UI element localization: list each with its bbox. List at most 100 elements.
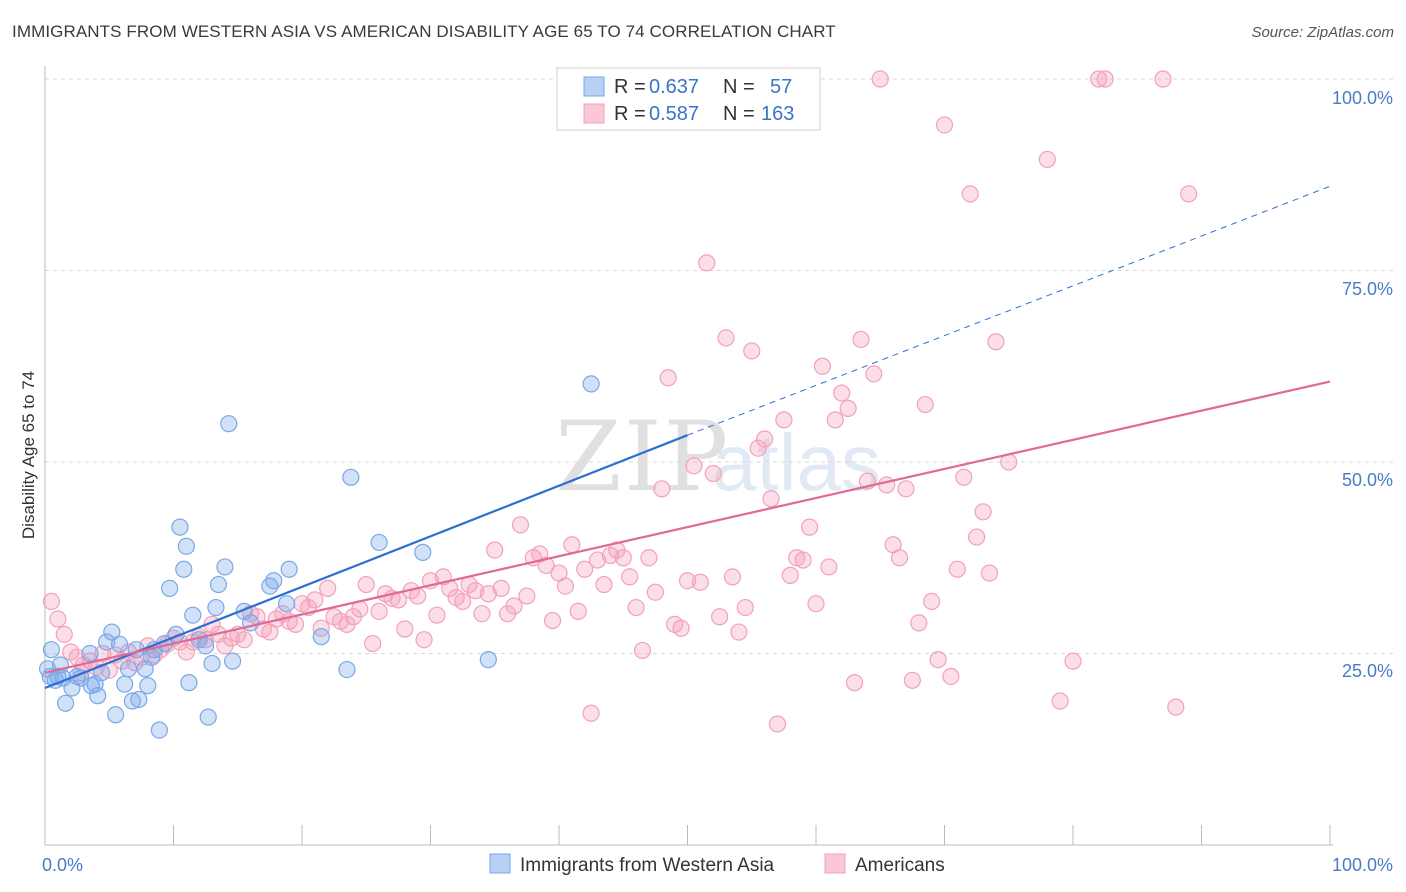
- data-point: [691, 573, 709, 591]
- gridlines: [45, 78, 1395, 654]
- legend-r-label-2: R =: [614, 103, 646, 125]
- data-point: [1154, 70, 1172, 88]
- data-point: [209, 575, 228, 594]
- data-point: [1167, 698, 1185, 716]
- chart-title: IMMIGRANTS FROM WESTERN ASIA VS AMERICAN…: [12, 22, 836, 41]
- data-point: [633, 641, 652, 660]
- data-point: [123, 692, 141, 710]
- legend-swatch-immigrants: [583, 76, 605, 97]
- data-point: [342, 468, 360, 486]
- data-point: [621, 568, 639, 586]
- data-point: [878, 476, 896, 494]
- data-point: [518, 587, 536, 605]
- data-point: [197, 637, 215, 655]
- y-tick-100: 100.0%: [1332, 88, 1393, 108]
- data-point: [486, 541, 504, 559]
- data-point: [942, 667, 960, 686]
- y-axis-label: Disability Age 65 to 74: [19, 371, 38, 539]
- data-point: [110, 635, 129, 653]
- data-point: [685, 457, 703, 475]
- data-point: [1096, 70, 1114, 88]
- data-point: [56, 694, 75, 712]
- data-point: [736, 598, 754, 617]
- data-point: [640, 549, 658, 567]
- data-point: [479, 651, 497, 669]
- data-point: [730, 623, 748, 641]
- data-point: [653, 480, 671, 498]
- data-point: [987, 333, 1005, 351]
- legend-r-value-1: 0.637: [649, 76, 699, 98]
- data-point: [556, 577, 575, 595]
- legend: R = 0.637 N = 57 R = 0.587 N = 163: [556, 67, 821, 131]
- data-point: [42, 592, 61, 611]
- data-point: [180, 674, 198, 692]
- immigrants-points: [38, 375, 600, 739]
- americans-points: [42, 70, 1198, 733]
- bottom-legend: Immigrants from Western Asia Americans: [489, 853, 945, 876]
- data-point: [175, 560, 193, 578]
- bottom-legend-swatch-immigrants: [489, 853, 511, 874]
- data-point: [505, 597, 523, 615]
- trend-line-immigrants-extension: [687, 185, 1331, 436]
- data-point: [277, 595, 296, 613]
- legend-r-value-2: 0.587: [649, 103, 699, 125]
- data-point: [768, 715, 787, 733]
- data-point: [150, 721, 168, 739]
- data-point: [974, 503, 992, 521]
- data-point: [916, 395, 934, 414]
- source-label: Source: ZipAtlas.com: [1251, 24, 1394, 41]
- axes: [44, 66, 1333, 846]
- data-point: [865, 365, 883, 383]
- data-point: [781, 566, 799, 584]
- data-point: [177, 537, 195, 555]
- bottom-legend-swatch-americans: [824, 853, 846, 874]
- data-point: [755, 430, 774, 448]
- y-tick-25: 25.0%: [1342, 661, 1393, 681]
- data-point: [704, 464, 722, 483]
- data-point: [698, 254, 716, 272]
- data-point: [794, 551, 812, 569]
- data-point: [224, 652, 242, 670]
- data-point: [306, 591, 324, 609]
- data-point: [890, 549, 909, 567]
- data-point: [582, 704, 600, 722]
- data-point: [672, 619, 690, 637]
- data-point: [723, 568, 742, 586]
- data-point: [370, 602, 388, 620]
- data-point: [980, 564, 999, 582]
- data-point: [614, 549, 632, 567]
- legend-n-label-1: N =: [723, 76, 755, 98]
- data-point: [286, 615, 305, 633]
- x-tick-100: 100.0%: [1332, 855, 1393, 875]
- data-point: [595, 575, 613, 594]
- data-point: [319, 579, 337, 597]
- data-point: [1064, 652, 1082, 670]
- data-point: [357, 575, 375, 594]
- bottom-legend-americans: Americans: [855, 855, 945, 876]
- legend-n-value-2: 163: [761, 103, 794, 125]
- data-point: [582, 375, 600, 393]
- data-point: [396, 620, 414, 638]
- data-point: [775, 411, 793, 429]
- data-point: [161, 579, 179, 597]
- data-point: [569, 602, 587, 620]
- data-point: [678, 572, 697, 590]
- data-point: [177, 643, 195, 661]
- data-point: [116, 675, 134, 693]
- data-point: [743, 342, 761, 360]
- y-tick-50: 50.0%: [1342, 470, 1393, 490]
- data-point: [454, 592, 472, 611]
- watermark: ZIP atlas: [555, 401, 881, 513]
- data-point: [81, 644, 99, 663]
- data-point: [897, 480, 915, 498]
- data-point: [955, 468, 973, 486]
- data-point: [820, 558, 838, 576]
- data-point: [833, 384, 851, 402]
- legend-r-label-1: R =: [614, 76, 646, 98]
- data-point: [428, 606, 446, 624]
- data-point: [220, 415, 238, 433]
- data-point: [910, 614, 928, 632]
- data-point: [929, 651, 947, 669]
- data-point: [749, 439, 767, 457]
